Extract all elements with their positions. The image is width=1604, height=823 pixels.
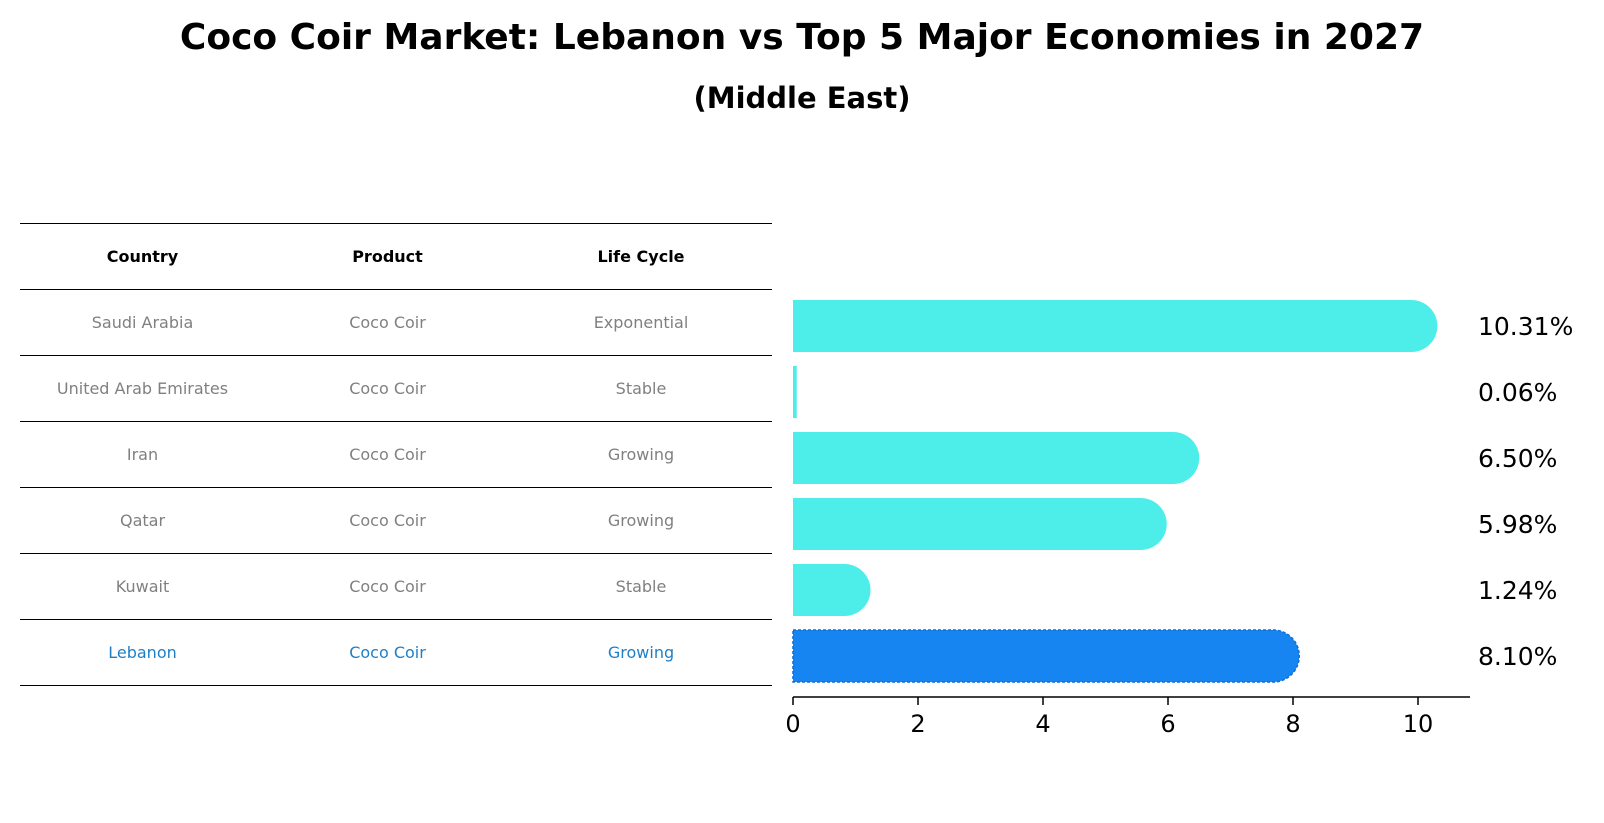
header-product: Product [265,223,510,290]
cell-country: Lebanon [20,619,265,686]
country-table: Country Product Life Cycle Saudi Arabia … [20,223,772,686]
cell-product: Coco Coir [265,619,510,686]
cell-product: Coco Coir [265,553,510,620]
cell-country: Iran [20,421,265,488]
value-label: 5.98% [1478,510,1557,539]
cell-country: Qatar [20,487,265,554]
bar-qatar [793,498,1167,550]
table-row: Kuwait Coco Coir Stable [20,553,772,620]
x-tick-label: 10 [1403,710,1434,738]
cell-life-cycle: Stable [510,355,772,422]
bar-lebanon [792,629,1300,683]
chart-title: Coco Coir Market: Lebanon vs Top 5 Major… [179,17,1425,58]
cell-life-cycle: Growing [510,487,772,554]
value-label: 8.10% [1478,642,1557,671]
table-row: United Arab Emirates Coco Coir Stable [20,355,772,422]
value-label: 6.50% [1478,444,1557,473]
header-country: Country [20,223,265,290]
table-row: Saudi Arabia Coco Coir Exponential [20,289,772,356]
cell-product: Coco Coir [265,421,510,488]
cell-product: Coco Coir [265,289,510,356]
value-label: 1.24% [1478,576,1557,605]
table-row: Iran Coco Coir Growing [20,421,772,488]
bar-saudi-arabia [793,300,1438,352]
header-life-cycle: Life Cycle [510,223,772,290]
table-row: Qatar Coco Coir Growing [20,487,772,554]
cell-life-cycle: Growing [510,421,772,488]
x-tick-label: 6 [1160,710,1175,738]
table-header-row: Country Product Life Cycle [20,223,772,290]
x-tick-label: 4 [1035,710,1050,738]
table-row-highlighted: Lebanon Coco Coir Growing [20,619,772,686]
cell-country: Kuwait [20,553,265,620]
x-tick-label: 8 [1285,710,1300,738]
value-label: 10.31% [1478,312,1573,341]
x-tick-label: 2 [910,710,925,738]
cell-life-cycle: Exponential [510,289,772,356]
chart-subtitle: (Middle East) [693,81,911,115]
bar-iran [793,432,1200,484]
bar-united-arab-emirates [793,366,797,418]
value-label: 0.06% [1478,378,1557,407]
x-tick-label: 0 [785,710,800,738]
bar-kuwait [793,564,871,616]
cell-country: Saudi Arabia [20,289,265,356]
cell-life-cycle: Stable [510,553,772,620]
cell-product: Coco Coir [265,487,510,554]
cell-country: United Arab Emirates [20,355,265,422]
cell-life-cycle: Growing [510,619,772,686]
cell-product: Coco Coir [265,355,510,422]
